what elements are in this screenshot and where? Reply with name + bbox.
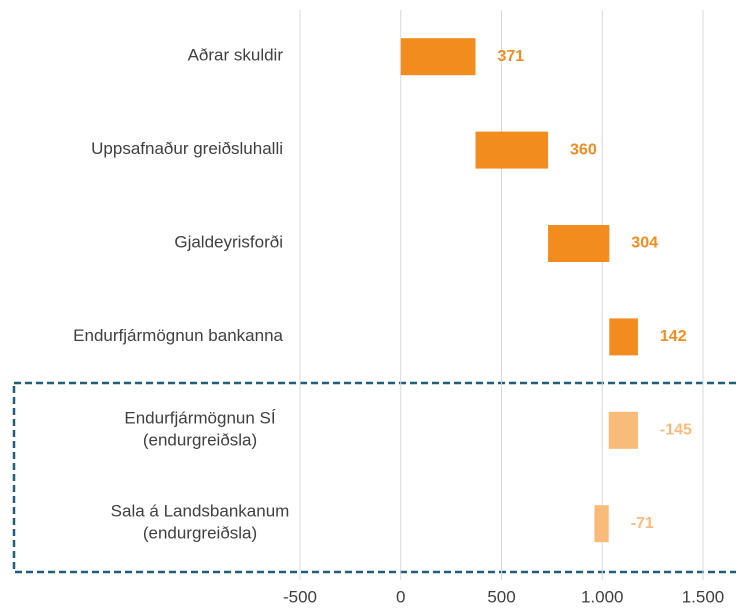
- category-label: Gjaldeyrisforði: [174, 233, 283, 252]
- category-line: Endurfjármögnun bankanna: [73, 326, 283, 345]
- value-label: -145: [660, 422, 692, 439]
- value-label: -71: [631, 515, 654, 532]
- category-line: (endurgreiðsla): [143, 524, 257, 543]
- bar: [475, 131, 549, 169]
- highlight-box: [12, 381, 736, 574]
- category-line: Aðrar skuldir: [188, 46, 284, 65]
- category-label: Endurfjármögnun SÍ (endurgreiðsla): [124, 409, 275, 450]
- x-tick-label: 500: [487, 587, 515, 606]
- category-line: Endurfjármögnun SÍ: [124, 409, 275, 428]
- category-label: Sala á Landsbankanum (endurgreiðsla): [111, 502, 290, 543]
- x-tick-label: 1.000: [581, 587, 624, 606]
- bar: [609, 318, 638, 356]
- bar: [594, 505, 609, 543]
- x-tick-label: -500: [283, 587, 317, 606]
- value-label: 142: [660, 328, 687, 345]
- category-label: Aðrar skuldir: [188, 46, 284, 65]
- x-tick-label: 0: [396, 587, 405, 606]
- bar: [548, 225, 610, 262]
- bar: [608, 411, 638, 449]
- value-label: 371: [498, 48, 525, 65]
- category-line: Sala á Landsbankanum: [111, 502, 290, 521]
- category-label: Uppsafnaður greiðsluhalli: [91, 140, 283, 159]
- category-label: Endurfjármögnun bankanna: [73, 326, 283, 345]
- category-line: Gjaldeyrisforði: [174, 233, 283, 252]
- bar: [400, 38, 476, 76]
- category-line: Uppsafnaður greiðsluhalli: [91, 140, 283, 159]
- category-line: (endurgreiðsla): [143, 431, 257, 450]
- value-label: 304: [631, 235, 658, 252]
- x-tick-label: 1.500: [682, 587, 725, 606]
- value-label: 360: [570, 141, 597, 158]
